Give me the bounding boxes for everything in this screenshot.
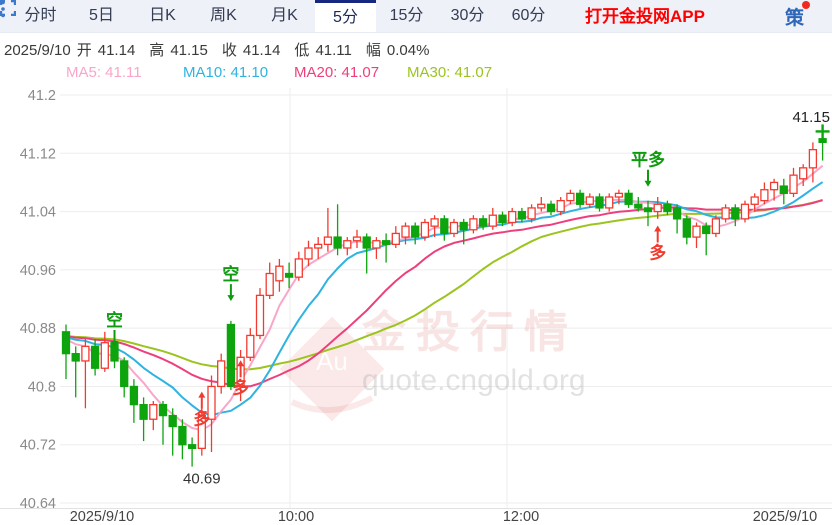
ma-legend-item: MA30: 41.07 <box>407 64 493 81</box>
tab-item-0[interactable]: 分时 <box>24 7 57 24</box>
fullscreen-icon[interactable] <box>0 0 16 16</box>
ohlc-label: 低 <box>294 42 310 59</box>
price-point-label: 40.69 <box>183 471 221 488</box>
tab-item-3[interactable]: 周K <box>210 7 237 24</box>
svg-text:40.64: 40.64 <box>20 496 56 512</box>
svg-text:40.88: 40.88 <box>20 321 56 337</box>
ohlc-value: 41.11 <box>315 42 352 59</box>
svg-text:41.2: 41.2 <box>28 88 56 104</box>
strategy-icon[interactable]: 策 <box>784 0 810 30</box>
ohlc-value: 0.04% <box>386 42 430 59</box>
trade-date: 2025/9/10 <box>4 42 71 59</box>
current-price-marker <box>815 124 830 139</box>
tab-item-5[interactable]: 5分 <box>315 0 376 32</box>
ohlc-info-bar: 2025/9/10 开 41.14 高 41.15 收 41.14 低 41.11 幅 0.04% <box>4 39 449 60</box>
svg-text:空: 空 <box>106 310 123 330</box>
svg-text:平多: 平多 <box>631 150 665 170</box>
ohlc-label: 开 <box>76 42 92 59</box>
tab-item-6[interactable]: 15分 <box>389 7 424 24</box>
svg-text:金投行情: 金投行情 <box>361 308 578 357</box>
svg-text:40.96: 40.96 <box>20 263 56 279</box>
ma-legend: MA5: 41.11 MA10: 41.10 MA20: 41.07 MA30: 41… <box>0 64 832 84</box>
ohlc-label: 高 <box>149 42 165 59</box>
tab-item-4[interactable]: 月K <box>271 7 298 24</box>
svg-text:2025/9/10: 2025/9/10 <box>753 509 818 525</box>
ma-legend-item: MA10: 41.10 <box>183 64 269 81</box>
ohlc-value: 41.15 <box>170 42 208 59</box>
svg-text:41.12: 41.12 <box>20 146 56 162</box>
tab-item-1[interactable]: 5日 <box>89 7 114 24</box>
strategy-glyph: 策 <box>784 7 804 29</box>
notification-dot <box>802 0 810 9</box>
svg-text:40.8: 40.8 <box>28 379 56 395</box>
tab-item-8[interactable]: 60分 <box>511 7 546 24</box>
x-axis-labels: 2025/9/10 10:00 12:00 2025/9/10 <box>70 509 818 525</box>
svg-text:多: 多 <box>232 377 249 397</box>
svg-text:空: 空 <box>222 264 239 284</box>
chart-period-tabbar: 分时 5日 日K 周K 月K 5分 15分 30分 60分 打开金投网APP 策 <box>0 0 832 33</box>
ma-legend-item: MA20: 41.07 <box>294 64 380 81</box>
open-app-link[interactable]: 打开金投网APP <box>585 7 705 26</box>
tab-item-7[interactable]: 30分 <box>450 7 485 24</box>
svg-text:12:00: 12:00 <box>503 509 539 525</box>
header-icon-group: 策 <box>0 0 832 32</box>
y-axis-labels: 41.2 41.12 41.04 40.96 40.88 40.8 40.72 40.64 <box>20 88 56 512</box>
ohlc-value: 41.14 <box>242 42 281 59</box>
tab-item-2[interactable]: 日K <box>149 7 176 24</box>
ohlc-label: 收 <box>221 42 237 59</box>
svg-text:多: 多 <box>649 243 666 263</box>
svg-text:40.72: 40.72 <box>20 438 56 454</box>
svg-text:41.04: 41.04 <box>20 205 56 221</box>
candles <box>61 131 827 467</box>
svg-text:多: 多 <box>193 409 210 429</box>
svg-text:2025/9/10: 2025/9/10 <box>70 509 135 525</box>
ohlc-label: 幅 <box>365 42 381 59</box>
grid-lines <box>0 88 832 509</box>
ohlc-value: 41.14 <box>97 42 136 59</box>
svg-text:10:00: 10:00 <box>278 509 314 525</box>
svg-text:quote.cngold.org: quote.cngold.org <box>362 364 586 397</box>
tab-list: 分时 5日 日K 周K 月K 5分 15分 30分 60分 <box>0 0 559 32</box>
ma-legend-item: MA5: 41.11 <box>66 64 142 81</box>
more-menu-icon[interactable] <box>0 0 6 18</box>
price-point-label: 41.15 <box>792 109 830 126</box>
